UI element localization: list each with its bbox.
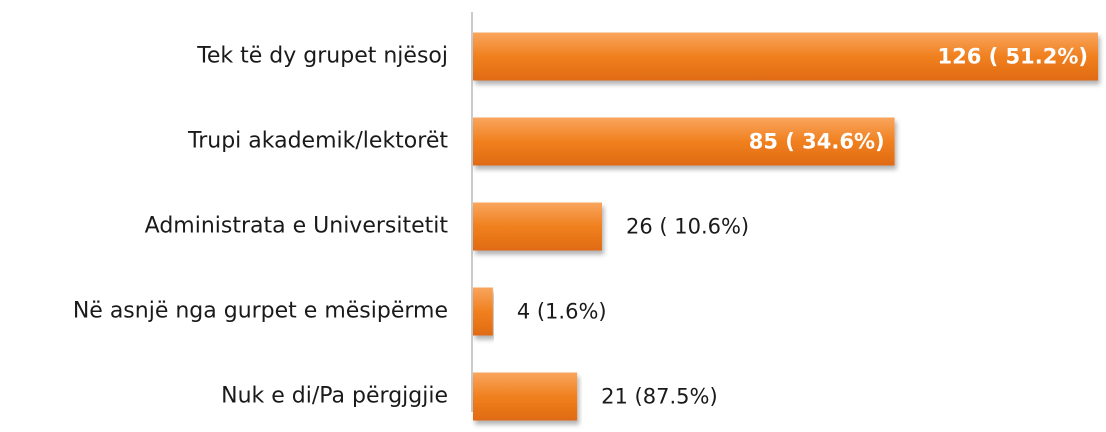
bar [473,202,602,251]
category-label: Tek të dy grupet njësoj [196,44,448,69]
data-label: 26 ( 10.6%) [626,215,749,239]
bar [473,117,895,166]
category-label: Në asnjë nga gurpet e mësipërme [73,299,448,324]
data-label: 4 (1.6%) [517,300,607,324]
bar [473,372,578,421]
bar [473,287,493,336]
data-label: 21 (87.5%) [601,385,718,409]
data-label: 85 ( 34.6%) [749,130,885,154]
category-label: Nuk e di/Pa përgjgjie [221,384,448,409]
category-label: Trupi akademik/lektorët [187,129,448,154]
category-label: Administrata e Universitetit [145,214,449,239]
bar [473,32,1098,81]
data-label: 126 ( 51.2%) [937,45,1088,69]
